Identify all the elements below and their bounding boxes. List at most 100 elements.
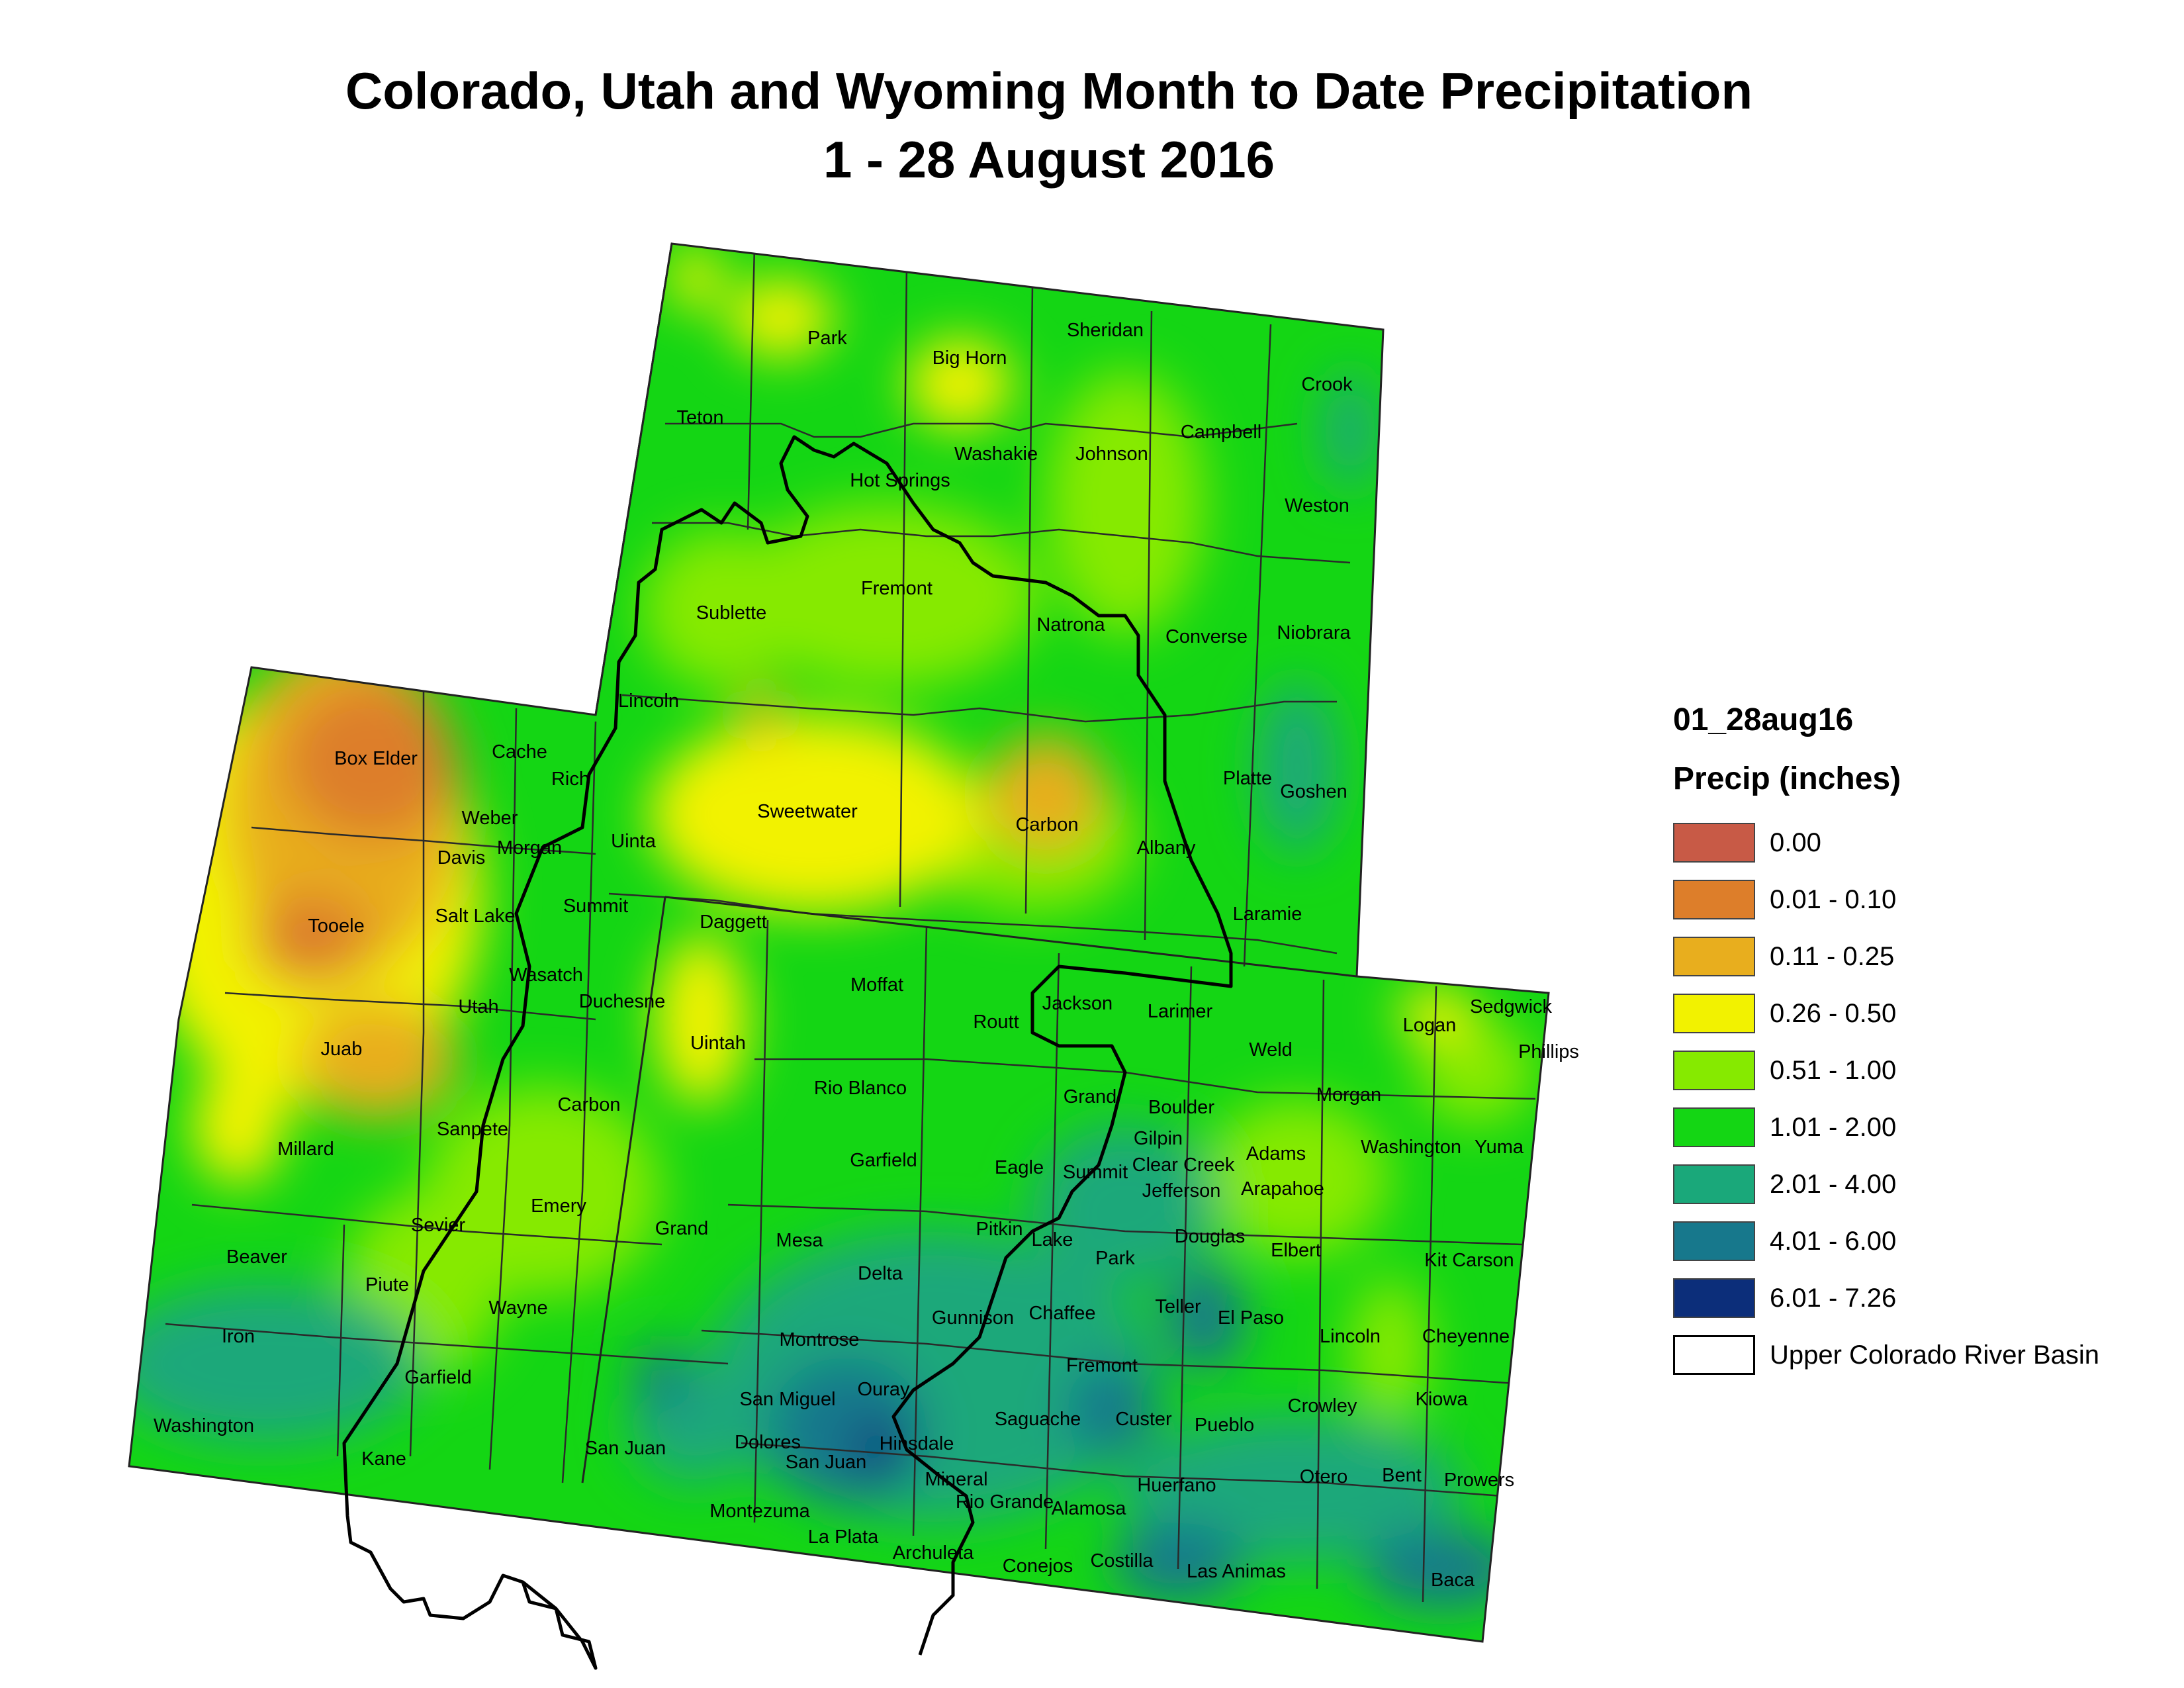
county-label-lake: Lake [1032,1229,1073,1250]
legend-label: 0.01 - 0.10 [1770,884,1897,914]
legend-swatch [1673,1221,1755,1261]
county-label-grand: Grand [1064,1086,1117,1107]
county-label-millard: Millard [277,1139,334,1160]
legend-item: 1.01 - 2.00 [1673,1099,2099,1156]
county-label-niobrara: Niobrara [1277,622,1351,643]
county-label-wasatch: Wasatch [509,964,583,986]
county-label-el-paso: El Paso [1218,1307,1284,1329]
legend: 01_28aug16 Precip (inches) 0.00 0.01 - 0.… [1673,702,2099,1383]
county-label-clear-creek: Clear Creek [1132,1154,1235,1176]
legend-label: 0.51 - 1.00 [1770,1055,1897,1085]
legend-swatch [1673,1051,1755,1090]
county-label-weld: Weld [1249,1039,1293,1060]
county-label-carbon: Carbon [1015,814,1078,835]
county-label-emery: Emery [531,1196,586,1217]
county-label-costilla: Costilla [1090,1550,1154,1571]
county-label-uintah: Uintah [690,1033,746,1054]
legend-item: 0.01 - 0.10 [1673,871,2099,928]
county-label-chaffee: Chaffee [1028,1303,1095,1324]
county-label-carbon: Carbon [557,1094,620,1115]
county-label-mineral: Mineral [925,1469,987,1490]
county-label-yuma: Yuma [1475,1137,1524,1158]
county-label-park: Park [1095,1248,1135,1269]
county-label-montrose: Montrose [780,1329,860,1350]
county-label-elbert: Elbert [1271,1240,1321,1261]
county-label-albany: Albany [1137,837,1196,859]
legend-item: 6.01 - 7.26 [1673,1270,2099,1327]
county-label-kiowa: Kiowa [1416,1389,1469,1410]
county-label-cheyenne: Cheyenne [1422,1326,1510,1347]
county-label-box-elder: Box Elder [334,748,418,769]
county-label-sanpete: Sanpete [437,1119,508,1140]
legend-item: 0.00 [1673,814,2099,871]
legend-item: 0.26 - 0.50 [1673,985,2099,1042]
county-label-mesa: Mesa [776,1230,824,1251]
legend-label: 6.01 - 7.26 [1770,1283,1897,1313]
county-label-davis: Davis [437,847,486,868]
county-label-gunnison: Gunnison [932,1307,1014,1329]
county-label-washakie: Washakie [954,444,1038,465]
county-label-lincoln: Lincoln [1320,1326,1381,1347]
county-label-garfield: Garfield [850,1150,917,1171]
county-label-san-miguel: San Miguel [739,1389,835,1410]
legend-swatch [1673,994,1755,1033]
county-label-natrona: Natrona [1036,614,1105,635]
county-label-san-juan: San Juan [585,1438,666,1459]
county-label-washington: Washington [154,1415,254,1436]
county-label-jackson: Jackson [1042,993,1113,1014]
county-boundaries [165,246,1536,1603]
county-label-piute: Piute [365,1274,409,1295]
county-label-weston: Weston [1285,495,1349,516]
legend-label: 1.01 - 2.00 [1770,1112,1897,1142]
legend-item: 2.01 - 4.00 [1673,1156,2099,1213]
county-label-bent: Bent [1382,1465,1422,1486]
county-label-rich: Rich [551,769,590,790]
county-label-saguache: Saguache [995,1409,1081,1430]
county-label-iron: Iron [222,1326,255,1347]
county-label-rio-blanco: Rio Blanco [814,1078,907,1099]
county-label-converse: Converse [1165,626,1248,647]
county-label-crook: Crook [1301,374,1353,395]
county-label-logan: Logan [1403,1015,1457,1036]
legend-layer-name: 01_28aug16 [1673,702,1854,737]
county-label-laramie: Laramie [1233,904,1302,925]
county-label-san-juan: San Juan [786,1452,867,1473]
legend-label: 2.01 - 4.00 [1770,1169,1897,1199]
county-label-weber: Weber [462,808,518,829]
county-label-campbell: Campbell [1181,422,1262,443]
county-label-sevier: Sevier [411,1215,466,1236]
county-label-park: Park [807,328,847,349]
precipitation-map: Park Big Horn Sheridan Crook Teton Washakie Jo… [128,242,1579,1670]
county-label-big-horn: Big Horn [933,348,1007,369]
county-labels: Park Big Horn Sheridan Crook Teton Washakie Jo… [154,320,1579,1591]
county-label-dolores: Dolores [735,1432,801,1453]
legend-item: Upper Colorado River Basin [1673,1327,2099,1383]
county-label-delta: Delta [858,1263,903,1284]
county-label-montezuma: Montezuma [709,1501,810,1522]
county-label-hot-springs: Hot Springs [850,470,950,491]
legend-item: 0.51 - 1.00 [1673,1042,2099,1099]
county-label-platte: Platte [1223,768,1272,789]
upper-colorado-river-basin-outline [342,435,1233,1670]
county-label-larimer: Larimer [1148,1001,1213,1022]
legend-item: 4.01 - 6.00 [1673,1213,2099,1270]
county-label-juab: Juab [321,1039,363,1060]
county-label-baca: Baca [1431,1570,1475,1591]
county-label-pueblo: Pueblo [1195,1415,1254,1436]
county-label-washington: Washington [1361,1137,1461,1158]
county-label-sedgwick: Sedgwick [1470,996,1553,1017]
county-label-la-plata: La Plata [808,1526,879,1548]
county-label-salt-lake: Salt Lake [435,906,516,927]
county-label-conejos: Conejos [1003,1556,1073,1577]
legend-items: 0.00 0.01 - 0.10 0.11 - 0.25 0.26 - 0.50 0.5… [1673,814,2099,1383]
county-label-goshen: Goshen [1280,781,1347,802]
county-label-morgan: Morgan [497,837,562,859]
county-label-summit: Summit [563,896,628,917]
county-label-morgan: Morgan [1316,1084,1381,1105]
county-label-fremont: Fremont [861,578,933,599]
county-label-cache: Cache [492,741,547,763]
county-label-phillips: Phillips [1518,1041,1579,1062]
county-label-sheridan: Sheridan [1067,320,1144,341]
county-label-las-animas: Las Animas [1187,1561,1286,1582]
county-label-sweetwater: Sweetwater [757,801,858,822]
